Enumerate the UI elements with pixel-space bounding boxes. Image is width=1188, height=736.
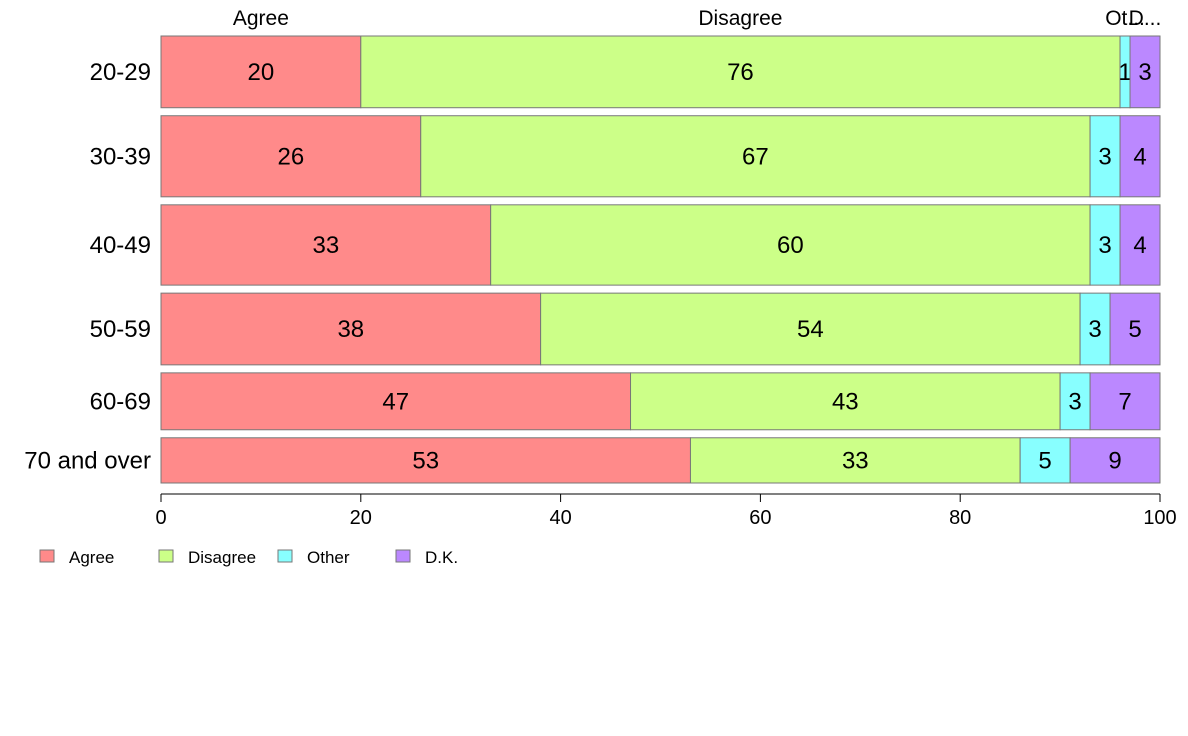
bar-segment-dk-4 <box>1089 372 1161 431</box>
value-label: 3 <box>1068 388 1081 415</box>
value-label: 26 <box>278 143 305 170</box>
top-segment-labels: Agree Disagree Ot...D... <box>233 7 1161 30</box>
x-tick-label: 20 <box>350 507 372 529</box>
bar-segment-disagree-1 <box>420 115 1091 198</box>
legend-label: D.K. <box>425 548 458 567</box>
value-label: 5 <box>1128 316 1141 343</box>
value-label: 5 <box>1038 447 1051 474</box>
value-label: 3 <box>1098 232 1111 259</box>
legend-swatch <box>277 549 293 563</box>
bar-segment-disagree-5 <box>689 437 1021 484</box>
value-label: 1 <box>1118 59 1131 86</box>
legend-swatch <box>39 549 55 563</box>
value-label: 53 <box>412 447 439 474</box>
bar-segment-dk-1 <box>1119 115 1161 198</box>
bar-segment-other-5 <box>1019 437 1071 484</box>
x-tick-label: 60 <box>749 507 771 529</box>
value-label: 20 <box>248 59 275 86</box>
value-label: 3 <box>1138 59 1151 86</box>
top-segment-label: Disagree <box>698 7 782 30</box>
x-tick-label: 40 <box>549 507 571 529</box>
y-tick-label: 60-69 <box>90 388 151 415</box>
legend-swatch <box>158 549 174 563</box>
legend-label: Agree <box>69 548 114 567</box>
y-tick-label: 50-59 <box>90 316 151 343</box>
value-label: 3 <box>1088 316 1101 343</box>
legend-label: Disagree <box>188 548 256 567</box>
x-tick-label: 80 <box>949 507 971 529</box>
bar-segment-disagree-3 <box>540 292 1081 366</box>
x-tick-label: 0 <box>155 507 166 529</box>
bar-segment-other-4 <box>1059 372 1091 431</box>
top-segment-label: D... <box>1129 7 1162 30</box>
value-label: 38 <box>337 316 364 343</box>
bar-segment-agree-5 <box>160 437 691 484</box>
top-segment-label: Agree <box>233 7 289 30</box>
x-tick-label: 100 <box>1143 507 1176 529</box>
value-label: 9 <box>1108 447 1121 474</box>
bar-segment-dk-2 <box>1119 204 1161 286</box>
value-label: 4 <box>1133 143 1146 170</box>
bar-segment-disagree-0 <box>360 35 1121 109</box>
bar-segment-dk-5 <box>1069 437 1161 484</box>
value-label: 33 <box>842 447 869 474</box>
bar-segment-agree-1 <box>160 115 422 198</box>
bar-segment-agree-4 <box>160 372 632 431</box>
value-label: 60 <box>777 232 804 259</box>
value-label: 54 <box>797 316 824 343</box>
y-tick-label: 70 and over <box>24 447 151 474</box>
value-label: 67 <box>742 143 769 170</box>
value-label: 76 <box>727 59 754 86</box>
bars-area: 20 76 1 326 67 3 433 60 3 438 54 3 547 43 3 753 33 5 9 <box>160 35 1161 484</box>
value-label: 4 <box>1133 232 1146 259</box>
bar-segment-dk-3 <box>1109 292 1161 366</box>
y-tick-label: 40-49 <box>90 232 151 259</box>
legend: Agree Disagree Other D.K. <box>39 548 458 567</box>
legend-swatch <box>395 549 411 563</box>
value-label: 33 <box>312 232 339 259</box>
value-label: 47 <box>382 388 409 415</box>
y-axis-labels: 20-29 30-39 40-49 50-59 60-69 70 and over <box>24 59 151 475</box>
y-tick-label: 20-29 <box>90 59 151 86</box>
x-axis: 0 20 40 60 80 100 <box>155 493 1177 529</box>
bar-segment-disagree-4 <box>630 372 1061 431</box>
value-label: 3 <box>1098 143 1111 170</box>
bar-segment-disagree-2 <box>490 204 1091 286</box>
value-label: 43 <box>832 388 859 415</box>
bar-segment-dk-0 <box>1129 35 1161 109</box>
top-segment-label: Ot... <box>1105 7 1145 30</box>
y-tick-label: 30-39 <box>90 143 151 170</box>
legend-label: Other <box>307 548 350 567</box>
value-label: 7 <box>1118 388 1131 415</box>
